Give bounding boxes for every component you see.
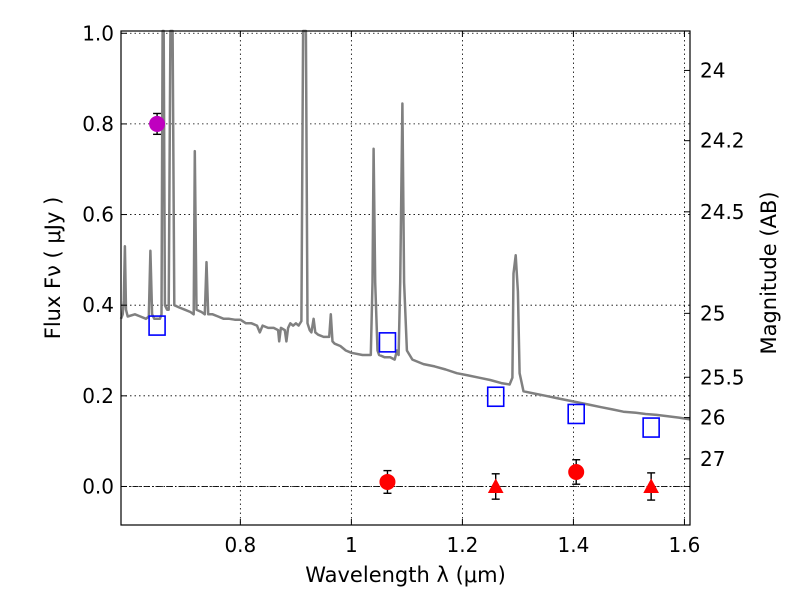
upper-limit-marker [643, 478, 659, 493]
observed-flux-marker [568, 463, 585, 480]
y-tick-label: 0.2 [82, 384, 114, 408]
x-tick-label: 1 [345, 533, 358, 557]
x-tick-label: 1.4 [558, 533, 590, 557]
y2-tick-label: 24 [700, 58, 725, 82]
x-tick-label: 0.8 [224, 533, 256, 557]
y-axis-label: Flux Fν ( μJy ) [41, 197, 65, 340]
y-tick-label: 0.6 [82, 203, 114, 227]
x-tick-label: 1.2 [446, 533, 478, 557]
y-tick-label: 0.4 [82, 293, 114, 317]
y2-tick-label: 25.5 [700, 365, 745, 389]
observed-flux-marker [379, 473, 396, 490]
y-tick-label: 1.0 [82, 21, 114, 45]
x-tick-label: 1.6 [669, 533, 701, 557]
y2-axis-label: Magnitude (AB) [757, 191, 781, 354]
observed-flux-marker [149, 115, 166, 132]
model-spectrum-line [119, 29, 691, 421]
y2-tick-label: 27 [700, 447, 725, 471]
y2-tick-label: 26 [700, 406, 725, 430]
model-photometry-marker [567, 403, 586, 425]
upper-limit-marker [487, 478, 504, 493]
data-markers [148, 112, 660, 501]
model-photometry-marker [378, 332, 397, 353]
model-photometry-marker [148, 315, 166, 336]
model-photometry-marker [486, 386, 505, 408]
y-tick-label: 0.0 [82, 474, 114, 498]
y2-tick-label: 24.5 [700, 200, 745, 224]
model-photometry-marker [642, 417, 660, 438]
plot-area [119, 29, 691, 501]
axis-ticks: 0.8 1 1.2 1.4 1.6 0.0 0.2 0.4 0.6 0.8 1.0 24 24.2 24.… [82, 21, 744, 557]
y2-tick-label: 25 [700, 301, 725, 325]
x-axis-label: Wavelength λ (μm) [305, 563, 506, 587]
axes-frame [120, 30, 691, 526]
y-tick-label: 0.8 [82, 112, 114, 136]
y2-tick-label: 24.2 [700, 129, 745, 153]
